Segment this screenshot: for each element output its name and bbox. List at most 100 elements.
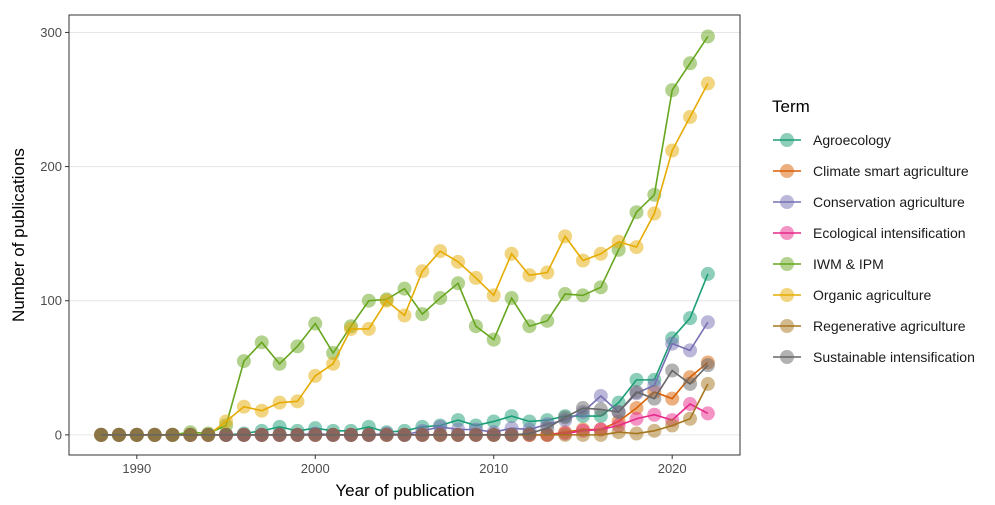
data-point <box>575 427 590 442</box>
legend-item: Ecological intensification <box>773 225 966 241</box>
data-point <box>629 411 644 426</box>
data-point <box>236 354 251 369</box>
data-point <box>326 427 341 442</box>
x-tick-label: 2010 <box>479 461 508 476</box>
data-point <box>665 83 680 98</box>
data-point <box>611 234 626 249</box>
data-point <box>433 291 448 306</box>
data-point <box>201 427 216 442</box>
legend-key-point <box>780 226 794 240</box>
data-point <box>593 402 608 417</box>
series-line <box>101 83 709 436</box>
data-point <box>504 246 519 261</box>
data-point <box>486 332 501 347</box>
legend: Term Agroecology Climate smart agricultur… <box>772 97 975 365</box>
data-point <box>558 427 573 442</box>
data-point <box>397 427 412 442</box>
data-point <box>219 427 234 442</box>
legend-key-point <box>780 288 794 302</box>
data-point <box>522 426 537 441</box>
data-point <box>629 401 644 416</box>
y-tick-label: 200 <box>40 159 62 174</box>
legend-key-point <box>780 195 794 209</box>
data-point <box>361 427 376 442</box>
data-point <box>468 427 483 442</box>
data-point <box>629 240 644 255</box>
y-tick-label: 0 <box>55 427 62 442</box>
data-point <box>272 427 287 442</box>
data-point <box>700 76 715 91</box>
data-point <box>361 293 376 308</box>
legend-title: Term <box>772 97 810 116</box>
data-point <box>308 368 323 383</box>
data-point <box>683 109 698 124</box>
data-point <box>611 425 626 440</box>
data-point <box>254 427 269 442</box>
data-point <box>593 427 608 442</box>
data-point <box>433 427 448 442</box>
data-point <box>575 253 590 268</box>
data-point <box>647 378 662 393</box>
data-point <box>397 308 412 323</box>
data-point <box>683 56 698 71</box>
data-point <box>236 399 251 414</box>
data-point <box>451 276 466 291</box>
data-point <box>486 427 501 442</box>
data-point <box>272 395 287 410</box>
data-point <box>486 288 501 303</box>
legend-item: Sustainable intensification <box>773 349 975 365</box>
series-sustainable-intensification <box>94 358 715 442</box>
data-point <box>522 319 537 334</box>
data-point <box>629 384 644 399</box>
legend-items: Agroecology Climate smart agriculture Cons… <box>773 132 975 365</box>
data-point <box>308 316 323 331</box>
data-point <box>165 427 180 442</box>
x-tick-label: 2000 <box>301 461 330 476</box>
series-layer <box>94 29 715 442</box>
legend-label: Organic agriculture <box>813 287 931 303</box>
data-point <box>451 427 466 442</box>
data-point <box>558 287 573 302</box>
legend-key-point <box>780 319 794 333</box>
legend-label: Climate smart agriculture <box>813 163 969 179</box>
data-point <box>665 391 680 406</box>
data-point <box>504 291 519 306</box>
data-point <box>290 339 305 354</box>
data-point <box>147 427 162 442</box>
x-tick-label: 2020 <box>658 461 687 476</box>
data-point <box>415 307 430 322</box>
data-point <box>700 29 715 44</box>
panel-border <box>68 14 741 456</box>
data-point <box>575 288 590 303</box>
data-point <box>397 281 412 296</box>
legend-item: Regenerative agriculture <box>773 318 966 334</box>
data-point <box>379 293 394 308</box>
x-axis-title: Year of publication <box>335 481 474 500</box>
data-point <box>683 411 698 426</box>
data-point <box>558 410 573 425</box>
data-point <box>94 427 109 442</box>
data-point <box>683 311 698 326</box>
data-point <box>290 427 305 442</box>
data-point <box>629 372 644 387</box>
legend-label: Sustainable intensification <box>813 349 975 365</box>
data-point <box>611 405 626 420</box>
data-point <box>522 268 537 283</box>
data-point <box>415 427 430 442</box>
legend-label: Agroecology <box>813 132 891 148</box>
data-point <box>665 363 680 378</box>
legend-key-point <box>780 133 794 147</box>
data-point <box>647 423 662 438</box>
data-point <box>683 397 698 412</box>
data-point <box>183 427 198 442</box>
legend-item: Climate smart agriculture <box>773 163 969 179</box>
data-point <box>468 319 483 334</box>
data-point <box>379 427 394 442</box>
data-point <box>361 321 376 336</box>
data-point <box>219 414 234 429</box>
legend-label: Regenerative agriculture <box>813 318 966 334</box>
data-point <box>343 427 358 442</box>
legend-label: Ecological intensification <box>813 225 966 241</box>
